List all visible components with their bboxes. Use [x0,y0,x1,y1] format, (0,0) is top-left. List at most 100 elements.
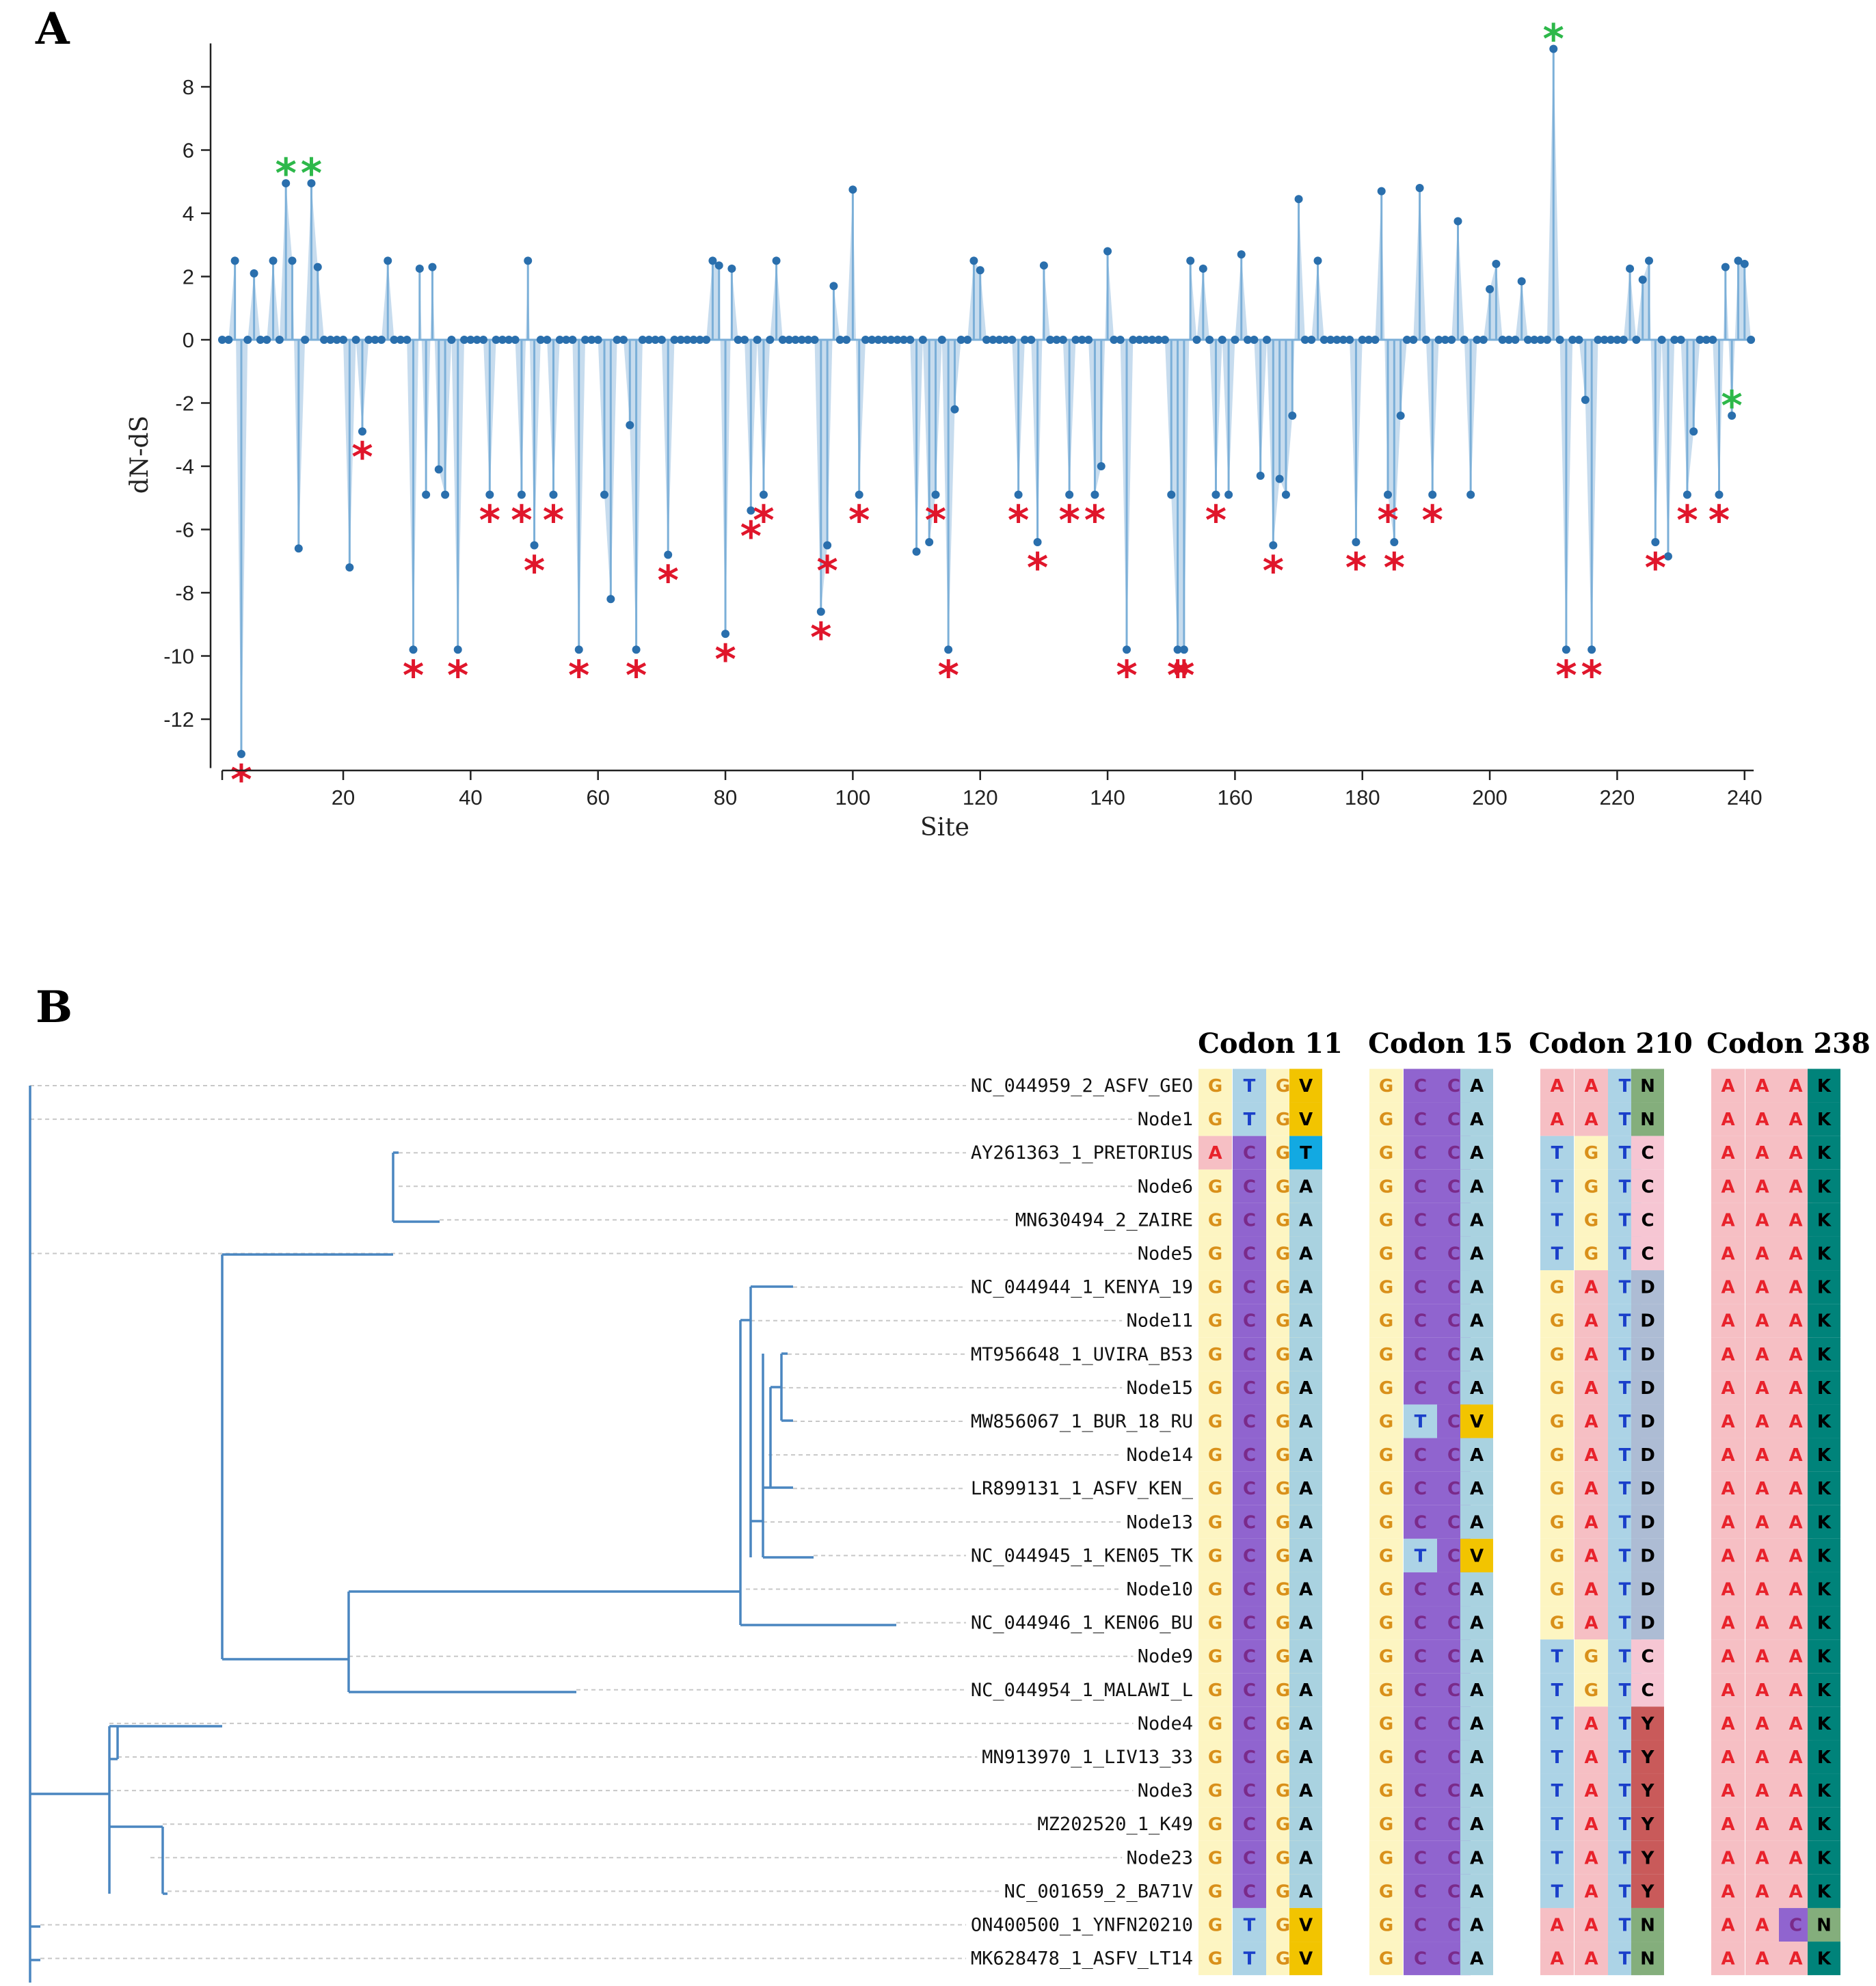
amino-acid-letter: K [1817,1546,1832,1566]
data-point-site-219 [1607,336,1616,344]
nucleotide-cell [1369,1270,1403,1304]
nucleotide-letter: G [1379,1345,1393,1365]
nucleotide-cell [1369,1505,1403,1539]
nucleotide-letter: G [1379,1814,1393,1835]
data-point-site-224 [1638,276,1647,284]
nucleotide-cell [1404,1505,1437,1539]
nucleotide-letter: G [1208,1210,1222,1231]
data-point-site-120 [976,266,984,275]
amino-acid-cell [1289,1706,1322,1741]
nucleotide-cell [1711,1807,1745,1841]
nucleotide-letter: G [1208,1580,1222,1600]
nucleotide-letter: A [1755,1747,1769,1768]
taxon-label: Node5 [1138,1244,1193,1265]
data-point-site-147 [1148,336,1157,344]
data-point-site-45 [498,336,507,344]
amino-acid-letter: K [1817,1881,1832,1902]
nucleotide-cell [1540,1304,1574,1338]
nucleotide-letter: T [1619,1647,1631,1667]
amino-acid-letter: K [1817,1647,1832,1667]
nucleotide-letter: C [1414,1916,1427,1936]
data-point-site-20 [339,336,348,344]
data-point-site-177 [1339,336,1348,344]
data-point-site-229 [1670,336,1679,344]
amino-acid-cell [1460,1773,1493,1808]
data-point-site-187 [1402,336,1411,344]
amino-acid-letter: K [1817,1747,1832,1768]
amino-acid-cell [1808,1907,1840,1942]
x-tick-label: 120 [963,786,998,809]
nucleotide-cell [1404,1304,1437,1338]
nucleotide-letter: A [1788,1345,1802,1365]
nucleotide-letter: C [1414,1647,1427,1667]
nucleotide-cell [1745,1136,1779,1170]
negative-selection-star-site-236: * [1708,497,1730,545]
amino-acid-cell [1808,1136,1840,1170]
data-point-site-80 [721,630,730,639]
data-point-site-91 [791,336,800,344]
nucleotide-letter: C [1447,1479,1460,1499]
nucleotide-letter: T [1244,1076,1256,1097]
nucleotide-cell [1540,1706,1574,1741]
negative-selection-star-site-4: * [230,756,252,804]
amino-acid-cell [1631,1438,1664,1472]
nucleotide-cell [1711,1102,1745,1136]
nucleotide-letter: T [1551,1848,1564,1868]
data-point-site-115 [944,645,953,654]
nucleotide-cell [1233,1673,1266,1707]
amino-acid-cell [1808,1471,1840,1505]
nucleotide-cell [1711,1169,1745,1203]
nucleotide-letter: A [1755,1076,1769,1097]
dn-ds-chart: *** ** **** ******** ***** ** **** ***** *** ** **… [126,16,1763,842]
positive-selection-star-site-15: * [301,150,322,198]
nucleotide-letter: T [1619,1680,1631,1701]
nucleotide-cell [1711,1840,1745,1875]
nucleotide-letter: C [1414,1714,1427,1734]
nucleotide-letter: A [1788,1210,1802,1231]
nucleotide-cell [1233,1304,1266,1338]
x-tick-label: 40 [459,786,482,809]
nucleotide-letter: A [1584,1546,1598,1566]
nucleotide-letter: G [1276,1110,1290,1130]
nucleotide-letter: C [1447,1814,1460,1835]
data-point-site-237 [1721,263,1730,271]
nucleotide-cell [1711,1371,1745,1405]
data-point-site-74 [683,336,692,344]
amino-acid-cell [1460,1706,1493,1741]
data-point-site-133 [1058,336,1067,344]
nucleotide-cell [1233,1169,1266,1203]
nucleotide-cell [1540,1438,1574,1472]
data-point-site-60 [593,336,602,344]
amino-acid-cell [1631,1773,1664,1808]
data-point-site-209 [1542,336,1551,344]
amino-acid-letter: A [1470,1143,1484,1164]
negative-selection-star-site-231: * [1676,497,1698,545]
amino-acid-letter: A [1470,1613,1484,1634]
nucleotide-letter: G [1379,1714,1393,1734]
nucleotide-letter: T [1619,1311,1631,1332]
data-point-site-50 [530,541,539,550]
nucleotide-letter: G [1550,1445,1564,1466]
nucleotide-letter: G [1208,1747,1222,1768]
nucleotide-letter: T [1619,1378,1631,1399]
data-point-site-165 [1262,336,1271,344]
nucleotide-cell [1745,1102,1779,1136]
negative-selection-star-site-95: * [810,614,831,662]
nucleotide-cell [1369,1942,1403,1976]
data-point-site-216 [1587,645,1596,654]
data-point-site-68 [645,336,654,344]
nucleotide-cell [1404,1471,1437,1505]
nucleotide-letter: G [1276,1580,1290,1600]
nucleotide-letter: C [1414,1747,1427,1768]
data-point-site-135 [1071,336,1080,344]
data-point-site-49 [524,256,533,265]
nucleotide-cell [1233,1371,1266,1405]
nucleotide-letter: C [1243,1177,1256,1197]
nucleotide-letter: A [1788,1378,1802,1399]
amino-acid-cell [1631,1907,1664,1942]
nucleotide-cell [1711,1505,1745,1539]
nucleotide-letter: T [1619,1613,1631,1634]
nucleotide-letter: T [1619,1512,1631,1533]
nucleotide-letter: A [1721,1412,1734,1432]
amino-acid-cell [1808,1337,1840,1371]
